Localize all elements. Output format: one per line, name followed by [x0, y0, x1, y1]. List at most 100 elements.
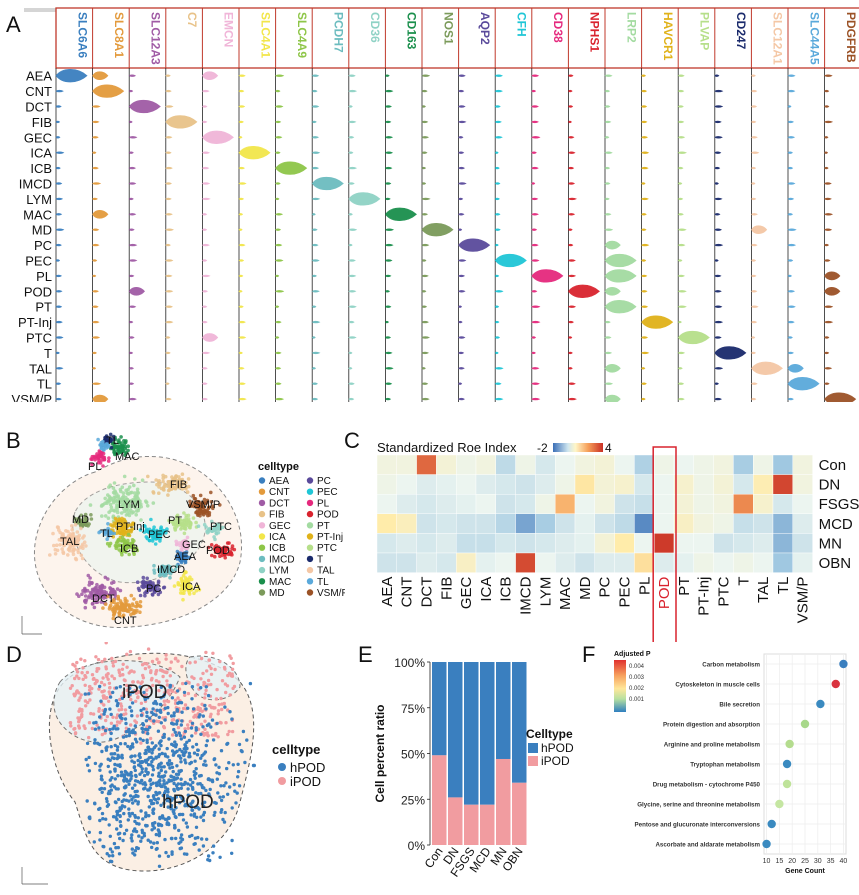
umap-point-aea — [174, 554, 179, 558]
umap-point-hpod — [92, 741, 97, 745]
umap-point-hpod — [202, 810, 207, 815]
heatmap-cell-fsgs-pl — [634, 493, 655, 514]
violin-pdgfrb-gec — [824, 136, 829, 139]
umap-point-hpod — [133, 754, 137, 758]
umap-point-fib — [162, 484, 167, 489]
legend-dot-fib — [258, 510, 266, 518]
umap-point-vsm-p — [206, 506, 211, 510]
umap-point-tl — [96, 437, 100, 442]
heatmap-cell-obn-imcd — [515, 552, 536, 573]
umap-point-ipod — [232, 684, 237, 689]
umap-point-hpod — [174, 795, 178, 799]
umap-point-t — [104, 434, 109, 438]
umap-point-hpod — [167, 737, 171, 741]
umap-point-ica — [184, 570, 188, 575]
heatmap-cell-mcd-pec — [614, 513, 635, 534]
umap-point-hpod — [159, 685, 163, 689]
heatmap-cell-con-lym — [535, 454, 556, 475]
umap-point-hpod — [145, 824, 149, 828]
umap-point-ipod — [219, 721, 223, 725]
umap-point-hpod — [162, 782, 166, 786]
umap-point-hpod — [114, 815, 118, 819]
umap-point-ipod — [122, 678, 127, 682]
violin-cd38-t — [531, 351, 536, 355]
umap-point-tal — [71, 531, 75, 536]
umap-point-ipod — [174, 656, 178, 660]
umap-point-dct — [110, 581, 114, 585]
violin-lrp2-md — [604, 228, 614, 231]
umap-point-hpod — [202, 763, 206, 767]
violin-cfh-t — [494, 351, 499, 355]
umap-cluster-label-pec: PEC — [148, 529, 171, 541]
violin-c7-gec — [165, 136, 173, 139]
umap-point-imcd — [175, 564, 179, 568]
violin-c7-pt-inj — [165, 320, 174, 324]
violin-plvap-mac — [677, 213, 684, 216]
heatmap-cell-mn-t — [733, 533, 754, 554]
umap-point-hpod — [128, 794, 133, 798]
umap-point-hpod — [150, 773, 155, 777]
violin-slc44a5-icb — [787, 166, 794, 170]
umap-point-hpod — [153, 699, 158, 704]
violin-slc44a5-pod — [787, 290, 795, 293]
umap-point-hpod — [221, 795, 225, 799]
violin-nos1-gec — [421, 136, 429, 139]
violin-slc4a9-pod — [275, 290, 285, 293]
umap-point-tal — [71, 544, 75, 548]
umap-point-dct — [77, 594, 81, 598]
violin-cd163-dct — [384, 105, 392, 108]
umap-point-hpod — [146, 745, 151, 749]
umap-point-hpod — [98, 830, 103, 835]
umap-point-imcd — [168, 575, 172, 580]
umap-point-hpod — [218, 795, 222, 799]
umap-point-t — [109, 445, 114, 450]
umap-point-ipod — [186, 726, 190, 730]
violin-nos1-tl — [421, 382, 429, 385]
violin-slc12a3-pt-inj — [128, 320, 134, 324]
dotplot-dot-protein-digestion-and-absorption — [800, 719, 810, 729]
umap-point-pl — [90, 462, 94, 467]
umap-point-ipod — [157, 660, 161, 664]
umap-point-hpod — [184, 761, 188, 765]
heatmap-cell-obn-pc — [594, 552, 615, 573]
umap-point-ipod — [104, 667, 109, 671]
violin-pcdh7-cnt — [311, 89, 318, 93]
umap-point-hpod — [186, 706, 190, 710]
umap-point-md — [82, 521, 86, 526]
umap-point-hpod — [176, 772, 181, 776]
umap-point-ipod — [139, 681, 143, 686]
umap-point-ipod — [77, 676, 81, 681]
umap-point-hpod — [143, 786, 147, 790]
umap-point-ipod — [97, 687, 101, 691]
umap-point-ipod — [69, 724, 73, 728]
violin-c7-lym — [165, 197, 172, 201]
umap-point-ipod — [209, 672, 214, 676]
umap-point-hpod — [133, 827, 137, 831]
violin-slc12a3-imcd — [128, 182, 137, 185]
violin-slc8a1-lym — [92, 197, 98, 201]
legend-dot-aea — [258, 477, 266, 484]
umap-point-ipod — [121, 691, 126, 695]
umap-point-ipod — [128, 669, 133, 674]
violin-nphs1-vsm-p — [567, 397, 577, 401]
umap-point-hpod — [106, 764, 111, 769]
umap-point-hpod — [114, 846, 118, 850]
heatmap-cell-mcd-ica — [475, 513, 496, 534]
umap-point-md — [87, 522, 91, 526]
legend-label-hpod: hPOD — [541, 741, 574, 755]
heatmap-cell-obn-pt — [673, 552, 694, 573]
umap-point-hpod — [155, 792, 159, 797]
umap-point-hpod — [172, 781, 176, 786]
violin-slc4a9-tl — [275, 382, 282, 385]
dotplot-dot-drug-metabolism-cytochrome-p450 — [782, 779, 792, 789]
umap-point-hpod — [166, 854, 171, 858]
umap-point-hpod — [203, 759, 207, 763]
violin-slc6a6-tl — [55, 382, 62, 385]
heatmap-cell-con-pod — [654, 454, 675, 475]
umap-point-tal — [70, 524, 74, 528]
umap-point-pec — [165, 527, 169, 531]
umap-point-pc — [143, 593, 147, 598]
umap-point-hpod — [199, 686, 203, 690]
umap-cluster-label-cnt: CNT — [114, 615, 137, 627]
violin-nphs1-icb — [568, 166, 575, 170]
